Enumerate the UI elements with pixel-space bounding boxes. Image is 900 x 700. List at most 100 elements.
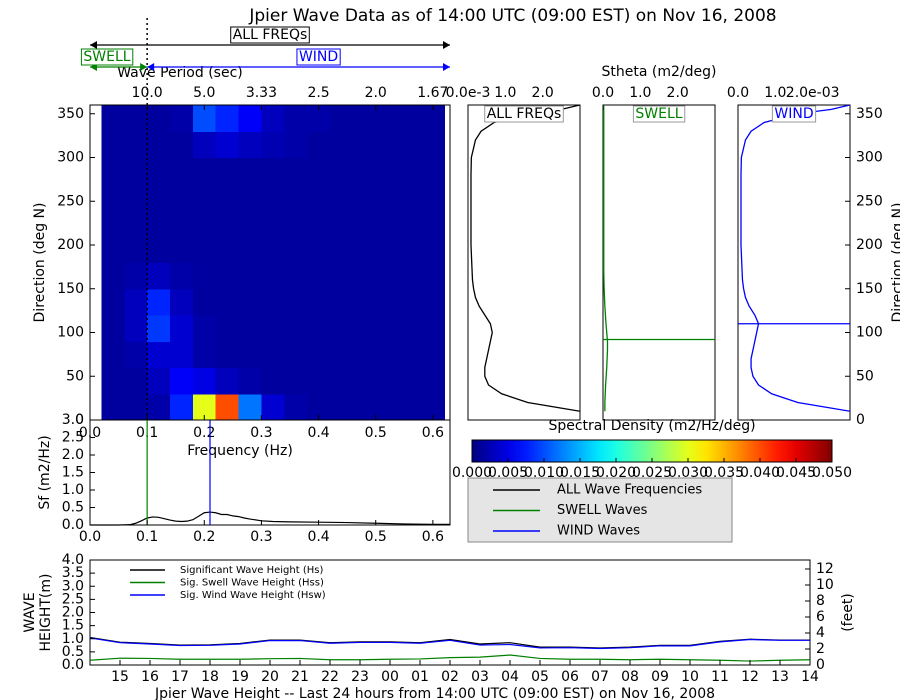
y-tick-label: 350 [57, 106, 84, 122]
heat-cell [352, 183, 377, 211]
heat-cell [375, 288, 400, 316]
heat-cell [215, 183, 240, 211]
heat-cell [307, 341, 331, 368]
x-tick-label: 10 [681, 669, 699, 685]
heat-cell [261, 131, 285, 158]
y-tick-label: 2.5 [62, 591, 84, 607]
heat-cell [101, 367, 125, 395]
heat-cell [170, 210, 194, 237]
heat-cell [238, 341, 262, 368]
x-tick-label: 09 [651, 669, 669, 685]
heat-cell [330, 157, 354, 185]
y-tick-label: 3.0 [62, 578, 84, 594]
x-tick-label: 14 [801, 669, 819, 685]
legend-label: WIND Waves [557, 524, 640, 539]
heat-cell [352, 262, 377, 290]
heat-cell [398, 393, 422, 421]
heat-cell [124, 393, 148, 421]
heat-cell [147, 236, 171, 263]
x-tick-label: 1.67 [417, 85, 448, 101]
y-axis-label: WAVE [22, 592, 38, 632]
x-tick-label: 16 [141, 669, 159, 685]
heat-cell [238, 210, 262, 237]
heat-cell [352, 105, 377, 132]
x-axis-label: Frequency (Hz) [187, 443, 293, 459]
heat-cell [170, 131, 194, 158]
x-tick-label: 0.6 [422, 425, 444, 441]
colorbar-tick-label: 0.035 [704, 465, 744, 481]
y-axis-label: Sf (m2/Hz) [37, 435, 53, 509]
heat-cell [192, 367, 217, 395]
heat-cell [261, 288, 285, 316]
heat-cell [170, 315, 194, 342]
x-tick-label: 0.0 [592, 85, 614, 101]
profile-line [470, 105, 580, 412]
heat-cell [421, 210, 445, 237]
heat-cell [124, 236, 148, 263]
y-tick-label: 200 [57, 237, 84, 253]
heat-cell [192, 183, 217, 211]
legend-label: Significant Wave Height (Hs) [180, 565, 323, 576]
x-tick-label: 0.5 [365, 529, 387, 545]
heat-cell [284, 236, 308, 263]
y-tick-label: 0 [816, 657, 825, 673]
x-tick-label: 13 [771, 669, 789, 685]
y-tick-label: 2.5 [62, 430, 84, 446]
heat-cell [101, 315, 125, 342]
colorbar-tick-label: 0.000 [452, 465, 492, 481]
heat-cell [192, 236, 217, 263]
heat-cell [375, 105, 400, 132]
x-tick-label: 00 [381, 669, 399, 685]
x-tick-label: 0.0 [727, 85, 749, 101]
x-tick-label: 0.4 [307, 529, 329, 545]
heat-cell [147, 131, 171, 158]
heat-cell [352, 157, 377, 185]
x-tick-label: 1.0 [494, 85, 516, 101]
x-tick-label: 2.0 [667, 85, 689, 101]
y-tick-label: 0 [75, 412, 84, 428]
y2-axis-label: (feet) [840, 593, 856, 632]
heat-cell [215, 288, 240, 316]
x-tick-label: 0.0e-3 [446, 85, 491, 101]
x-tick-label: 21 [291, 669, 309, 685]
heat-cell [352, 393, 377, 421]
x-tick-label: 3.33 [246, 85, 277, 101]
heat-cell [330, 288, 354, 316]
heat-cell [330, 210, 354, 237]
heat-cell [238, 367, 262, 395]
x-tick-label: 01 [411, 669, 429, 685]
heat-cell [101, 157, 125, 185]
x-tick-label: 2.0 [532, 85, 554, 101]
band-label: ALL FREQs [233, 27, 308, 43]
x2-axis-label: Wave Period (sec) [117, 65, 243, 81]
y-tick-label: 50 [856, 368, 874, 384]
heat-cell [352, 210, 377, 237]
label-box [632, 105, 686, 123]
x-tick-label: 22 [321, 669, 339, 685]
heat-cell [330, 341, 354, 368]
figure-title: Jpier Wave Data as of 14:00 UTC (09:00 E… [248, 6, 776, 26]
heat-cell [124, 341, 148, 368]
y-tick-label: 0.0 [62, 517, 84, 533]
x-tick-label: 1.0 [764, 85, 786, 101]
heat-cell [284, 341, 308, 368]
panel-label: WIND [774, 106, 813, 122]
heat-cell [238, 131, 262, 158]
y-tick-label: 3.0 [62, 412, 84, 428]
heat-cell [307, 236, 331, 263]
x-tick-label: 0.4 [307, 425, 329, 441]
band-label: WIND [299, 49, 338, 65]
x-tick-label: 0.6 [422, 529, 444, 545]
y-tick-label: 0.5 [62, 500, 84, 516]
heat-cell [398, 210, 422, 237]
heat-cell [284, 131, 308, 158]
heat-cell [375, 210, 400, 237]
heat-cell [284, 105, 308, 132]
heat-cell [215, 210, 240, 237]
y-tick-label: 350 [856, 106, 883, 122]
label-box [484, 105, 564, 123]
x-tick-label: 03 [471, 669, 489, 685]
heat-cell [375, 315, 400, 342]
x-tick-label: 20 [261, 669, 279, 685]
